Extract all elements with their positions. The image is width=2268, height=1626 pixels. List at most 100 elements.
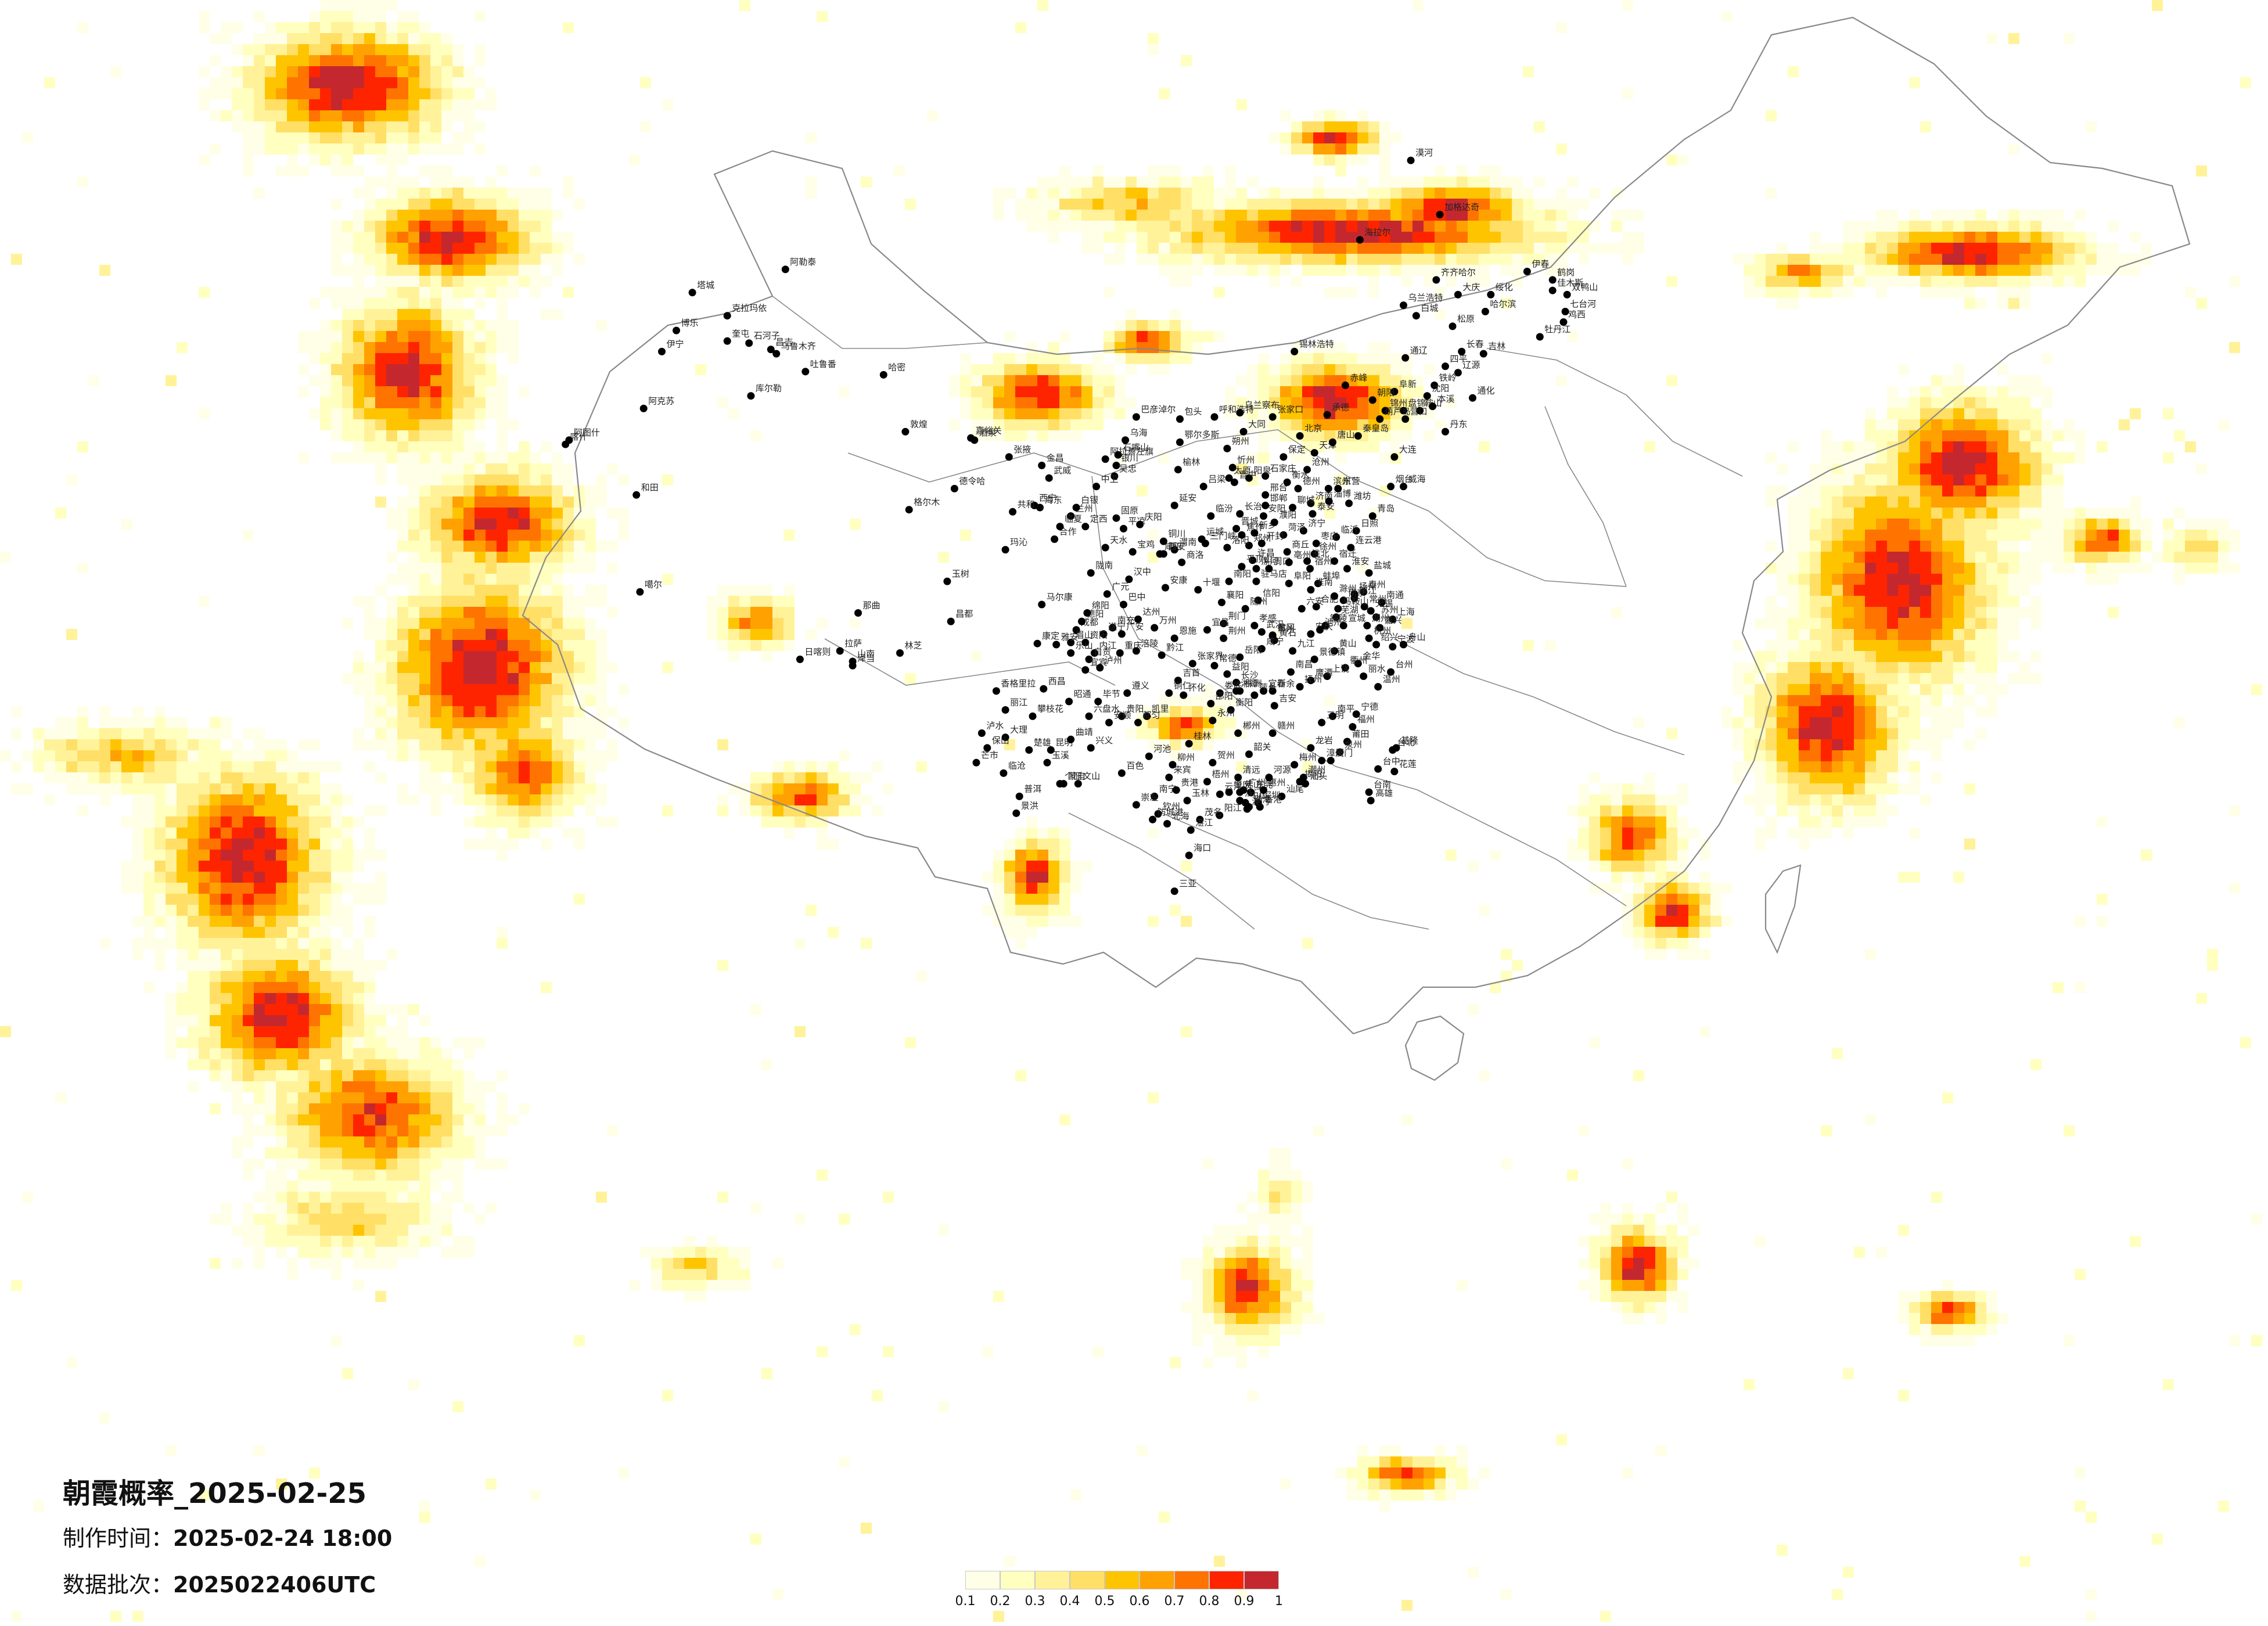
probability-cell xyxy=(1048,850,1059,861)
probability-cell xyxy=(452,353,463,364)
probability-cell xyxy=(1810,243,1821,254)
probability-cell xyxy=(364,254,375,265)
probability-cell xyxy=(1843,640,1854,651)
probability-cell xyxy=(1975,530,1986,541)
probability-cell xyxy=(1357,386,1368,397)
probability-cell xyxy=(717,585,728,596)
probability-cell xyxy=(817,761,828,772)
probability-cell xyxy=(2064,254,2075,265)
probability-cell xyxy=(817,805,828,816)
probability-cell xyxy=(386,364,397,375)
probability-cell xyxy=(1821,541,1832,552)
probability-cell xyxy=(1611,1269,1622,1280)
probability-cell xyxy=(287,55,298,66)
probability-cell xyxy=(596,585,607,596)
probability-cell xyxy=(309,1015,320,1026)
probability-cell xyxy=(1666,916,1677,927)
probability-cell xyxy=(1843,497,1854,508)
probability-cell xyxy=(1898,497,1909,508)
probability-cell xyxy=(210,143,221,154)
probability-cell xyxy=(441,783,452,794)
probability-cell xyxy=(1832,684,1843,695)
probability-cell xyxy=(166,1048,177,1059)
probability-cell xyxy=(1942,474,1953,485)
probability-cell xyxy=(386,221,397,232)
probability-cell xyxy=(1556,243,1567,254)
probability-cell xyxy=(1026,364,1037,375)
probability-cell xyxy=(1975,265,1986,276)
probability-cell xyxy=(486,287,497,298)
probability-cell xyxy=(1688,894,1699,905)
probability-cell xyxy=(475,342,486,353)
probability-cell xyxy=(530,706,541,717)
probability-cell xyxy=(397,1136,408,1147)
probability-cell xyxy=(397,530,408,541)
probability-cell xyxy=(331,872,342,883)
probability-cell xyxy=(1424,408,1435,419)
probability-cell xyxy=(497,342,508,353)
probability-cell xyxy=(342,1081,353,1092)
probability-cell xyxy=(210,927,221,938)
probability-cell xyxy=(353,0,364,11)
probability-cell xyxy=(276,894,287,905)
probability-cell xyxy=(552,243,563,254)
probability-cell xyxy=(375,276,386,287)
probability-cell xyxy=(287,132,298,143)
probability-cell xyxy=(486,750,497,761)
probability-cell xyxy=(1170,232,1181,243)
probability-cell xyxy=(1986,441,1997,452)
probability-cell xyxy=(1611,794,1622,805)
probability-cell xyxy=(530,629,541,640)
probability-cell xyxy=(1898,552,1909,563)
probability-cell xyxy=(309,960,320,971)
probability-cell xyxy=(1733,739,1744,750)
probability-cell xyxy=(419,706,430,717)
probability-cell xyxy=(463,199,475,210)
probability-cell xyxy=(1192,1313,1203,1324)
probability-cell xyxy=(353,673,364,684)
probability-cell xyxy=(1733,662,1744,673)
probability-cell xyxy=(320,331,331,342)
probability-cell xyxy=(331,397,342,408)
probability-cell xyxy=(364,684,375,695)
probability-cell xyxy=(1964,585,1975,596)
probability-cell xyxy=(1026,210,1037,221)
probability-cell xyxy=(188,872,199,883)
probability-cell xyxy=(1898,408,1909,419)
probability-cell xyxy=(982,408,993,419)
probability-cell xyxy=(1865,739,1876,750)
probability-cell xyxy=(1777,298,1788,309)
probability-cell xyxy=(1457,177,1468,188)
probability-cell xyxy=(463,110,475,121)
probability-cell xyxy=(497,607,508,618)
probability-cell xyxy=(1291,243,1302,254)
probability-cell xyxy=(408,552,419,563)
probability-cell xyxy=(430,474,441,485)
probability-cell xyxy=(563,706,574,717)
probability-cell xyxy=(452,320,463,331)
probability-cell xyxy=(276,1092,287,1103)
probability-cell xyxy=(408,11,419,22)
probability-cell xyxy=(408,265,419,276)
probability-cell xyxy=(408,563,419,574)
probability-cell xyxy=(375,320,386,331)
probability-cell xyxy=(1357,265,1368,276)
probability-cell xyxy=(375,651,386,662)
probability-cell xyxy=(2152,552,2163,563)
probability-cell xyxy=(265,1147,276,1159)
probability-cell xyxy=(1104,221,1115,232)
probability-cell xyxy=(177,728,188,739)
probability-cell xyxy=(2019,397,2030,408)
probability-cell xyxy=(309,1103,320,1114)
probability-cell xyxy=(1876,210,1887,221)
probability-cell xyxy=(88,761,99,772)
probability-cell xyxy=(1633,243,1644,254)
probability-cell xyxy=(199,938,210,949)
probability-cell xyxy=(1379,265,1390,276)
probability-cell xyxy=(1291,353,1302,364)
probability-cell xyxy=(1302,386,1313,397)
probability-cell xyxy=(728,585,739,596)
probability-cell xyxy=(353,298,364,309)
probability-cell xyxy=(375,55,386,66)
probability-cell xyxy=(1666,805,1677,816)
